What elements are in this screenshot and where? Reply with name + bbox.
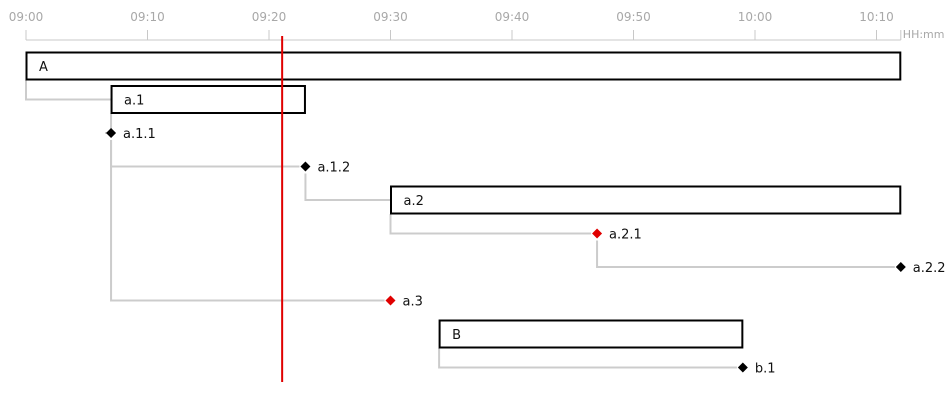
axis-tick-label: 10:00 — [738, 10, 773, 24]
milestone-label: a.2.2 — [913, 261, 946, 276]
axis-tick-label: 10:10 — [859, 10, 894, 24]
milestone-label: a.1.1 — [123, 127, 156, 142]
milestone-label: a.1.2 — [317, 161, 350, 176]
task-bar-rect[interactable] — [390, 185, 902, 215]
connector-a.2.1-to-a.2.2 — [596, 240, 895, 268]
axis-tick-label: 09:00 — [9, 10, 44, 24]
task-bar-label: A — [39, 60, 48, 75]
milestone-diamond-icon[interactable] — [106, 128, 117, 138]
task-bar-rect[interactable] — [438, 319, 744, 349]
task-bar-rect[interactable] — [25, 51, 902, 81]
connector-a.1.1-to-a.3 — [110, 140, 385, 302]
dependency-connectors — [25, 80, 895, 369]
milestone-diamond-icon[interactable] — [385, 295, 396, 306]
milestone-a.1.1[interactable]: a.1.1 — [106, 127, 156, 142]
connector-A-to-a.1 — [25, 80, 112, 101]
connector-a.2-to-a.2.1 — [389, 214, 592, 235]
connector-a.1.1-to-a.1.2 — [110, 140, 300, 168]
milestone-diamond-icon[interactable] — [300, 161, 311, 172]
task-bar-a.2[interactable]: a.2 — [390, 185, 902, 215]
connector-B-to-b.1 — [438, 348, 737, 369]
task-rows: Aa.1 a.1.1 a.1.2 a.2 a.2.1 a.2.2 a.3 Bb.1 — [25, 51, 946, 377]
time-axis: 09:00 09:10 09:20 09:30 09:40 09:50 10:00 10:10… — [9, 10, 945, 41]
milestone-label: a.2.1 — [609, 228, 642, 243]
task-bar-A[interactable]: A — [25, 51, 902, 81]
task-bar-label: a.2 — [404, 194, 424, 209]
milestone-a.1.2[interactable]: a.1.2 — [300, 161, 350, 176]
task-bar-a.1[interactable]: a.1 — [110, 85, 306, 114]
milestone-b.1[interactable]: b.1 — [737, 362, 776, 377]
milestone-label: b.1 — [755, 362, 776, 377]
task-bar-rect[interactable] — [110, 85, 306, 114]
task-bar-B[interactable]: B — [438, 319, 744, 349]
milestone-diamond-icon[interactable] — [737, 362, 748, 373]
milestone-a.2.1[interactable]: a.2.1 — [592, 228, 642, 243]
milestone-label: a.3 — [403, 295, 423, 310]
axis-unit-label: HH:mm — [903, 28, 945, 41]
axis-tick-label: 09:20 — [252, 10, 287, 24]
axis-tick-label: 09:40 — [495, 10, 530, 24]
axis-tick-label: 09:10 — [130, 10, 165, 24]
axis-tick-label: 09:30 — [373, 10, 408, 24]
task-bar-label: a.1 — [124, 94, 144, 109]
connector-a.1.2-to-a.2 — [304, 173, 391, 201]
milestone-diamond-icon[interactable] — [895, 262, 906, 272]
milestone-a.3[interactable]: a.3 — [385, 295, 423, 310]
milestone-a.2.2[interactable]: a.2.2 — [895, 261, 946, 276]
task-bar-label: B — [452, 328, 461, 343]
axis-tick-label: 09:50 — [616, 10, 651, 24]
milestone-diamond-icon[interactable] — [592, 228, 603, 239]
